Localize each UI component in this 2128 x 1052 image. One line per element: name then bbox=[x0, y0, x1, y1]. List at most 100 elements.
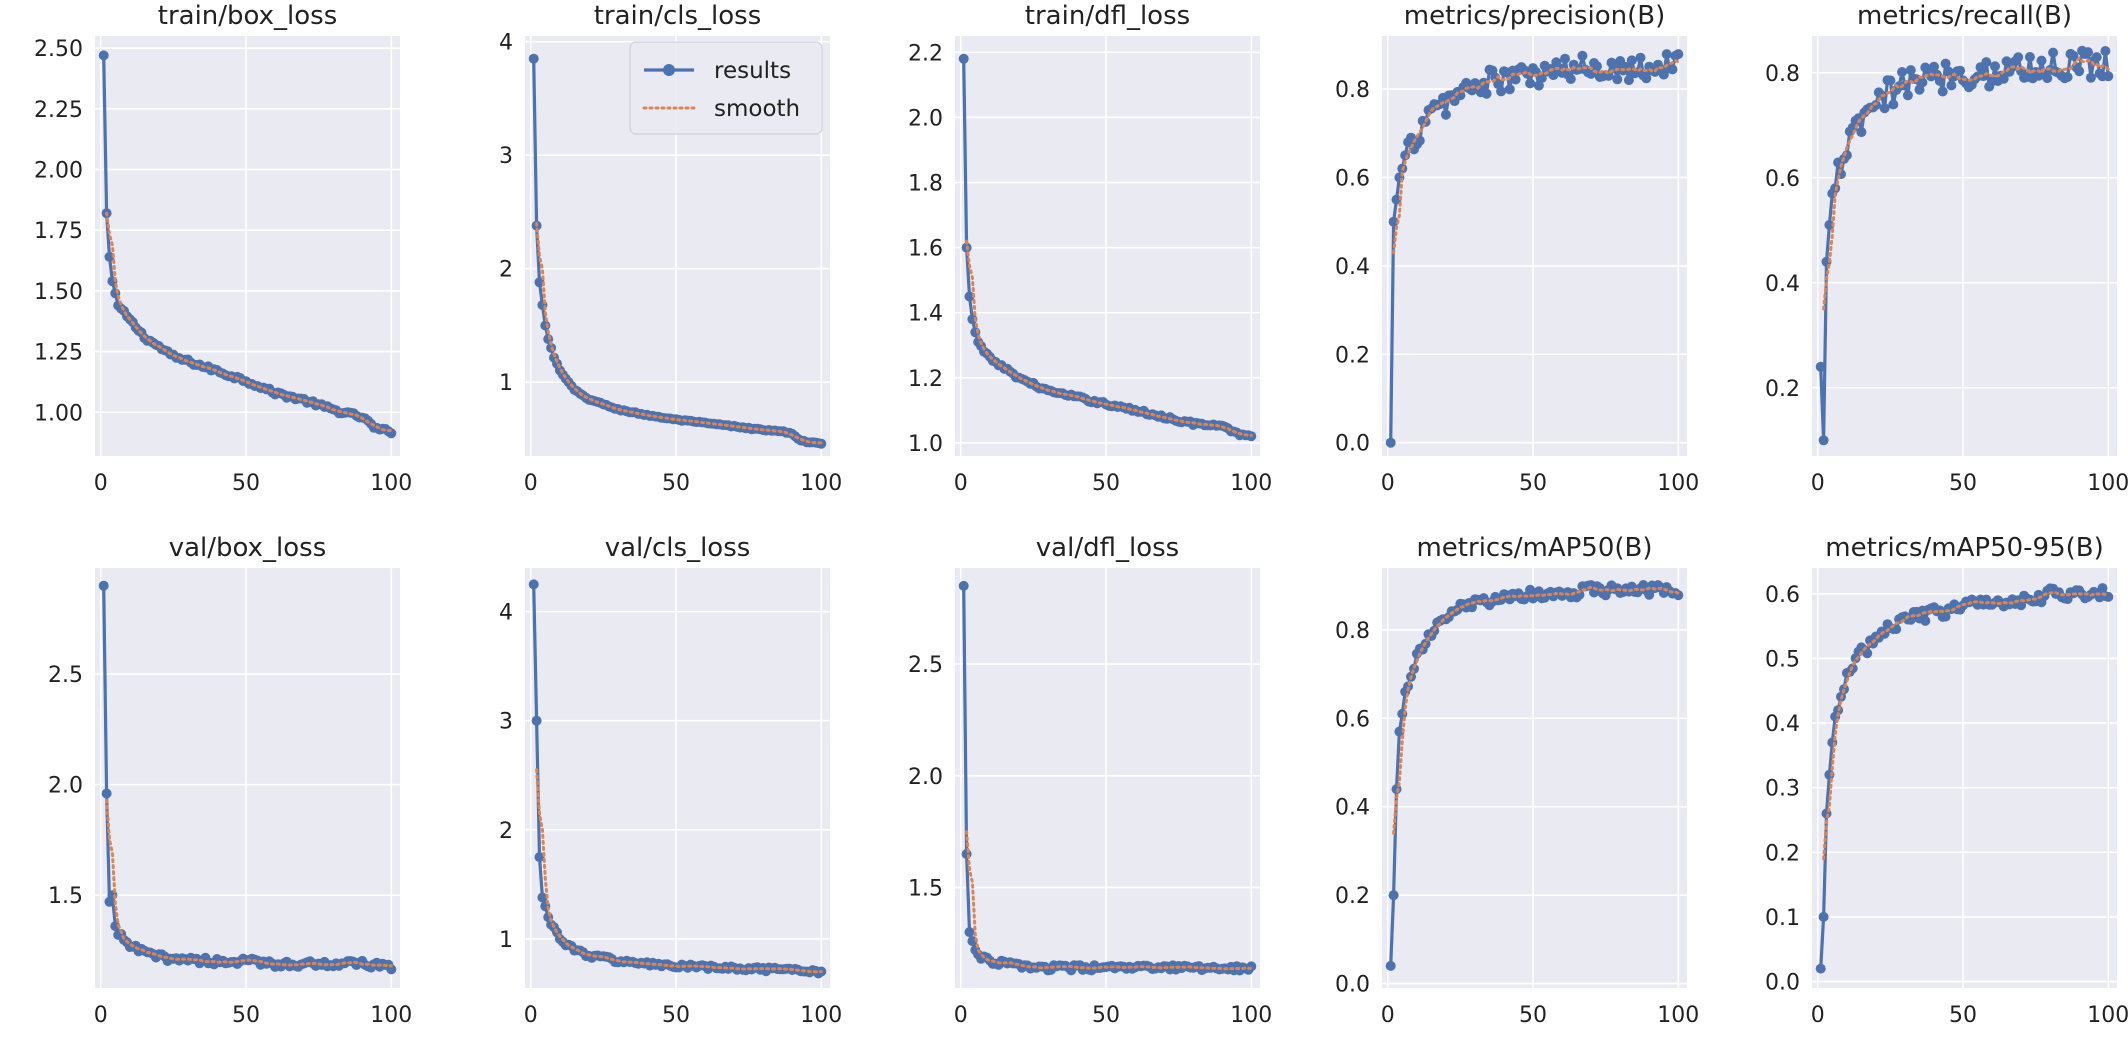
y-tick-label: 0.6 bbox=[1335, 707, 1370, 732]
y-tick-label: 0.4 bbox=[1335, 255, 1370, 280]
results-point bbox=[1818, 435, 1829, 446]
results-point bbox=[1920, 615, 1931, 626]
results-point bbox=[1824, 220, 1835, 230]
series-smooth-line bbox=[535, 768, 823, 974]
x-tick-label: 0 bbox=[94, 471, 108, 496]
y-tick-label: 0.8 bbox=[1765, 62, 1800, 87]
legend-marker-results bbox=[663, 64, 675, 76]
series-smooth-line bbox=[105, 211, 393, 433]
results-point bbox=[1394, 726, 1405, 737]
x-tick-label: 0 bbox=[1381, 471, 1395, 496]
y-tick-label: 1.8 bbox=[908, 172, 943, 197]
results-point bbox=[958, 580, 969, 591]
x-tick-label: 100 bbox=[800, 1003, 842, 1028]
results-point bbox=[1641, 73, 1652, 84]
results-point bbox=[1548, 70, 1559, 81]
chart-train-cls-loss: train/cls_loss 0 50 100 1 2 3 4 results smooth bbox=[445, 0, 865, 520]
x-tick-label: 100 bbox=[2087, 1003, 2128, 1028]
y-tick-label: 0.6 bbox=[1765, 583, 1800, 608]
results-point bbox=[1888, 99, 1899, 110]
results-point bbox=[2074, 66, 2085, 77]
y-tick-label: 4 bbox=[499, 31, 513, 56]
results-point bbox=[1818, 911, 1829, 922]
chart-title: train/cls_loss bbox=[594, 1, 762, 31]
y-tick-label: 0.4 bbox=[1765, 712, 1800, 737]
results-point bbox=[1934, 75, 1945, 86]
results-point bbox=[2083, 47, 2093, 58]
y-tick-label: 0.6 bbox=[1765, 167, 1800, 192]
y-tick-label: 1.75 bbox=[34, 219, 83, 244]
x-tick-label: 100 bbox=[370, 471, 412, 496]
results-point bbox=[1900, 80, 1910, 91]
results-point bbox=[2062, 72, 2073, 82]
y-tick-label: 2.50 bbox=[34, 37, 83, 62]
y-tick-label: 0.3 bbox=[1765, 777, 1800, 802]
results-point bbox=[528, 579, 539, 590]
results-point bbox=[2091, 52, 2102, 63]
x-tick-label: 0 bbox=[954, 471, 968, 496]
x-tick-label: 0 bbox=[94, 1003, 108, 1028]
results-point bbox=[537, 892, 548, 903]
results-point bbox=[1577, 50, 1588, 61]
legend-label-smooth: smooth bbox=[714, 96, 800, 122]
chart-svg-train-box-loss: train/box_loss 0 50 100 1.00 1.25 1.50 1.75 2.00… bbox=[34, 1, 412, 496]
results-point bbox=[1885, 75, 1896, 86]
chart-title: train/box_loss bbox=[158, 1, 338, 31]
chart-metrics-precision-b: metrics/precision(B) 0 50 100 0.0 0.2 0.4 0.6 0.… bbox=[1302, 0, 1722, 520]
x-tick-label: 0 bbox=[1811, 1003, 1825, 1028]
results-point bbox=[534, 852, 545, 863]
legend-box bbox=[629, 41, 823, 135]
results-point bbox=[1623, 75, 1634, 86]
y-tick-label: 1.00 bbox=[34, 401, 83, 426]
results-point bbox=[1565, 74, 1576, 84]
y-tick-label: 2.00 bbox=[34, 159, 83, 184]
chart-svg-val-cls-loss: val/cls_loss 0 50 100 1 2 3 4 bbox=[499, 533, 842, 1028]
x-tick-label: 50 bbox=[232, 1003, 260, 1028]
results-point bbox=[1902, 90, 1913, 101]
x-tick-label: 50 bbox=[662, 1003, 690, 1028]
legend: results smooth bbox=[629, 41, 823, 135]
results-point bbox=[1391, 194, 1402, 205]
plot-area bbox=[1812, 36, 2117, 456]
plot-area bbox=[95, 36, 400, 456]
x-tick-label: 100 bbox=[2087, 471, 2128, 496]
results-point bbox=[1635, 52, 1646, 63]
y-tick-label: 0.5 bbox=[1765, 647, 1800, 672]
y-tick-label: 2.25 bbox=[34, 98, 83, 123]
x-tick-label: 50 bbox=[1949, 471, 1977, 496]
chart-metrics-recall-b: metrics/recall(B) 0 50 100 0.2 0.4 0.6 0.8 bbox=[1732, 0, 2128, 520]
results-point bbox=[958, 53, 969, 64]
y-tick-label: 0.8 bbox=[1335, 619, 1370, 644]
series-smooth-line bbox=[535, 221, 823, 445]
series-smooth-line bbox=[1822, 590, 2110, 861]
chart-title: val/cls_loss bbox=[605, 533, 751, 563]
results-point bbox=[1955, 65, 1966, 76]
y-tick-label: 0.2 bbox=[1765, 377, 1800, 402]
results-point bbox=[110, 921, 121, 932]
y-tick-label: 2.0 bbox=[48, 774, 83, 799]
plot-area bbox=[95, 568, 400, 988]
results-point bbox=[1388, 216, 1399, 227]
results-point bbox=[98, 580, 109, 591]
chart-title: metrics/mAP50(B) bbox=[1416, 533, 1652, 563]
y-tick-label: 0.8 bbox=[1335, 78, 1370, 103]
legend-label-results: results bbox=[714, 58, 791, 84]
results-point bbox=[1440, 109, 1451, 120]
x-tick-label: 100 bbox=[1230, 1003, 1272, 1028]
results-point bbox=[531, 715, 542, 726]
results-point bbox=[1905, 65, 1916, 76]
y-tick-label: 2 bbox=[499, 819, 513, 844]
results-point bbox=[2048, 47, 2059, 58]
results-point bbox=[1246, 961, 1257, 972]
results-point bbox=[2016, 600, 2027, 611]
results-point bbox=[1815, 361, 1826, 372]
x-tick-label: 50 bbox=[1092, 471, 1120, 496]
chart-title: val/dfl_loss bbox=[1036, 533, 1179, 563]
plot-area bbox=[525, 568, 830, 988]
y-tick-label: 1.50 bbox=[34, 280, 83, 305]
y-tick-label: 1.25 bbox=[34, 341, 83, 366]
y-tick-label: 0.2 bbox=[1335, 884, 1370, 909]
results-point bbox=[1525, 78, 1536, 89]
results-point bbox=[1644, 589, 1655, 600]
y-tick-label: 1.5 bbox=[48, 884, 83, 909]
